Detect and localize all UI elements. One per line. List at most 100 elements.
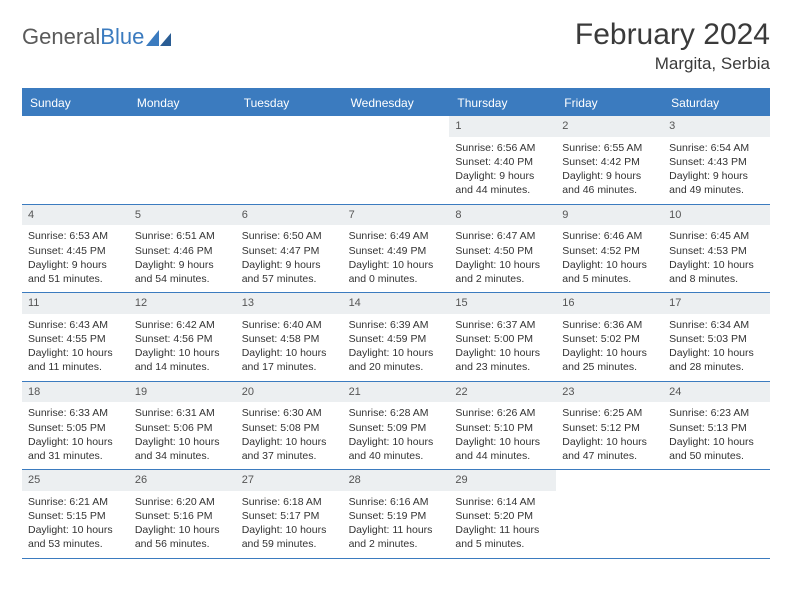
day-body: Sunrise: 6:33 AMSunset: 5:05 PMDaylight:…	[22, 402, 129, 469]
daylight-line1: Daylight: 10 hours	[455, 435, 550, 449]
sunrise-text: Sunrise: 6:47 AM	[455, 229, 550, 243]
sunrise-text: Sunrise: 6:39 AM	[349, 318, 444, 332]
sunset-text: Sunset: 5:09 PM	[349, 421, 444, 435]
daylight-line2: and 37 minutes.	[242, 449, 337, 463]
sunset-text: Sunset: 5:05 PM	[28, 421, 123, 435]
day-number: 28	[343, 470, 450, 491]
sunset-text: Sunset: 5:15 PM	[28, 509, 123, 523]
daylight-line1: Daylight: 9 hours	[135, 258, 230, 272]
location: Margita, Serbia	[575, 54, 770, 74]
day-number: 2	[556, 116, 663, 137]
daylight-line1: Daylight: 10 hours	[562, 258, 657, 272]
day-number: 13	[236, 293, 343, 314]
sunrise-text: Sunrise: 6:55 AM	[562, 141, 657, 155]
daylight-line2: and 28 minutes.	[669, 360, 764, 374]
calendar-cell: 12Sunrise: 6:42 AMSunset: 4:56 PMDayligh…	[129, 293, 236, 382]
daylight-line2: and 17 minutes.	[242, 360, 337, 374]
sunset-text: Sunset: 4:43 PM	[669, 155, 764, 169]
sunset-text: Sunset: 5:16 PM	[135, 509, 230, 523]
daylight-line1: Daylight: 10 hours	[455, 258, 550, 272]
day-body: Sunrise: 6:16 AMSunset: 5:19 PMDaylight:…	[343, 491, 450, 558]
weekday-header: Tuesday	[236, 90, 343, 116]
day-body: Sunrise: 6:53 AMSunset: 4:45 PMDaylight:…	[22, 225, 129, 292]
calendar-cell: 25Sunrise: 6:21 AMSunset: 5:15 PMDayligh…	[22, 470, 129, 559]
calendar-cell: 18Sunrise: 6:33 AMSunset: 5:05 PMDayligh…	[22, 382, 129, 471]
daylight-line1: Daylight: 10 hours	[242, 523, 337, 537]
daylight-line1: Daylight: 10 hours	[349, 346, 444, 360]
day-body: Sunrise: 6:14 AMSunset: 5:20 PMDaylight:…	[449, 491, 556, 558]
day-body: Sunrise: 6:34 AMSunset: 5:03 PMDaylight:…	[663, 314, 770, 381]
daylight-line1: Daylight: 10 hours	[562, 346, 657, 360]
day-number: 9	[556, 205, 663, 226]
calendar-cell: 21Sunrise: 6:28 AMSunset: 5:09 PMDayligh…	[343, 382, 450, 471]
calendar-cell: 24Sunrise: 6:23 AMSunset: 5:13 PMDayligh…	[663, 382, 770, 471]
sunset-text: Sunset: 5:13 PM	[669, 421, 764, 435]
day-number: 12	[129, 293, 236, 314]
day-number: 17	[663, 293, 770, 314]
sunrise-text: Sunrise: 6:36 AM	[562, 318, 657, 332]
weekday-header: Saturday	[663, 90, 770, 116]
calendar-cell: 23Sunrise: 6:25 AMSunset: 5:12 PMDayligh…	[556, 382, 663, 471]
sunset-text: Sunset: 4:53 PM	[669, 244, 764, 258]
day-body: Sunrise: 6:54 AMSunset: 4:43 PMDaylight:…	[663, 137, 770, 204]
weekday-header: Sunday	[22, 90, 129, 116]
day-body: Sunrise: 6:23 AMSunset: 5:13 PMDaylight:…	[663, 402, 770, 469]
calendar-cell: 5Sunrise: 6:51 AMSunset: 4:46 PMDaylight…	[129, 205, 236, 294]
day-body: Sunrise: 6:26 AMSunset: 5:10 PMDaylight:…	[449, 402, 556, 469]
daylight-line2: and 49 minutes.	[669, 183, 764, 197]
daylight-line1: Daylight: 11 hours	[455, 523, 550, 537]
day-body: Sunrise: 6:28 AMSunset: 5:09 PMDaylight:…	[343, 402, 450, 469]
day-number: 11	[22, 293, 129, 314]
day-body: Sunrise: 6:56 AMSunset: 4:40 PMDaylight:…	[449, 137, 556, 204]
day-body: Sunrise: 6:37 AMSunset: 5:00 PMDaylight:…	[449, 314, 556, 381]
sunrise-text: Sunrise: 6:37 AM	[455, 318, 550, 332]
logo-part2: Blue	[100, 24, 144, 49]
sunset-text: Sunset: 5:06 PM	[135, 421, 230, 435]
calendar-cell: 17Sunrise: 6:34 AMSunset: 5:03 PMDayligh…	[663, 293, 770, 382]
sunset-text: Sunset: 4:49 PM	[349, 244, 444, 258]
day-number: 1	[449, 116, 556, 137]
sunset-text: Sunset: 4:40 PM	[455, 155, 550, 169]
daylight-line1: Daylight: 10 hours	[242, 435, 337, 449]
calendar-cell: 3Sunrise: 6:54 AMSunset: 4:43 PMDaylight…	[663, 116, 770, 205]
daylight-line2: and 40 minutes.	[349, 449, 444, 463]
sunset-text: Sunset: 5:00 PM	[455, 332, 550, 346]
daylight-line1: Daylight: 9 hours	[562, 169, 657, 183]
day-number: 19	[129, 382, 236, 403]
day-body: Sunrise: 6:49 AMSunset: 4:49 PMDaylight:…	[343, 225, 450, 292]
sunset-text: Sunset: 5:12 PM	[562, 421, 657, 435]
day-body: Sunrise: 6:36 AMSunset: 5:02 PMDaylight:…	[556, 314, 663, 381]
day-number: 10	[663, 205, 770, 226]
calendar-cell: 26Sunrise: 6:20 AMSunset: 5:16 PMDayligh…	[129, 470, 236, 559]
weekday-header: Thursday	[449, 90, 556, 116]
day-number: 3	[663, 116, 770, 137]
month-title: February 2024	[575, 18, 770, 52]
sunrise-text: Sunrise: 6:53 AM	[28, 229, 123, 243]
day-body: Sunrise: 6:30 AMSunset: 5:08 PMDaylight:…	[236, 402, 343, 469]
daylight-line1: Daylight: 10 hours	[349, 435, 444, 449]
calendar-cell: 9Sunrise: 6:46 AMSunset: 4:52 PMDaylight…	[556, 205, 663, 294]
sunset-text: Sunset: 5:03 PM	[669, 332, 764, 346]
daylight-line2: and 2 minutes.	[455, 272, 550, 286]
calendar-cell: 7Sunrise: 6:49 AMSunset: 4:49 PMDaylight…	[343, 205, 450, 294]
sunset-text: Sunset: 4:52 PM	[562, 244, 657, 258]
calendar-cell: 19Sunrise: 6:31 AMSunset: 5:06 PMDayligh…	[129, 382, 236, 471]
calendar-cell-empty	[129, 116, 236, 205]
daylight-line1: Daylight: 10 hours	[669, 346, 764, 360]
calendar-cell: 16Sunrise: 6:36 AMSunset: 5:02 PMDayligh…	[556, 293, 663, 382]
sunrise-text: Sunrise: 6:30 AM	[242, 406, 337, 420]
day-body: Sunrise: 6:45 AMSunset: 4:53 PMDaylight:…	[663, 225, 770, 292]
calendar-cell-empty	[22, 116, 129, 205]
sunrise-text: Sunrise: 6:51 AM	[135, 229, 230, 243]
day-body: Sunrise: 6:21 AMSunset: 5:15 PMDaylight:…	[22, 491, 129, 558]
calendar-cell-empty	[663, 470, 770, 559]
daylight-line2: and 54 minutes.	[135, 272, 230, 286]
sunrise-text: Sunrise: 6:18 AM	[242, 495, 337, 509]
daylight-line2: and 31 minutes.	[28, 449, 123, 463]
calendar-cell: 29Sunrise: 6:14 AMSunset: 5:20 PMDayligh…	[449, 470, 556, 559]
sunrise-text: Sunrise: 6:26 AM	[455, 406, 550, 420]
day-number: 22	[449, 382, 556, 403]
day-body: Sunrise: 6:55 AMSunset: 4:42 PMDaylight:…	[556, 137, 663, 204]
sunrise-text: Sunrise: 6:50 AM	[242, 229, 337, 243]
day-body: Sunrise: 6:47 AMSunset: 4:50 PMDaylight:…	[449, 225, 556, 292]
